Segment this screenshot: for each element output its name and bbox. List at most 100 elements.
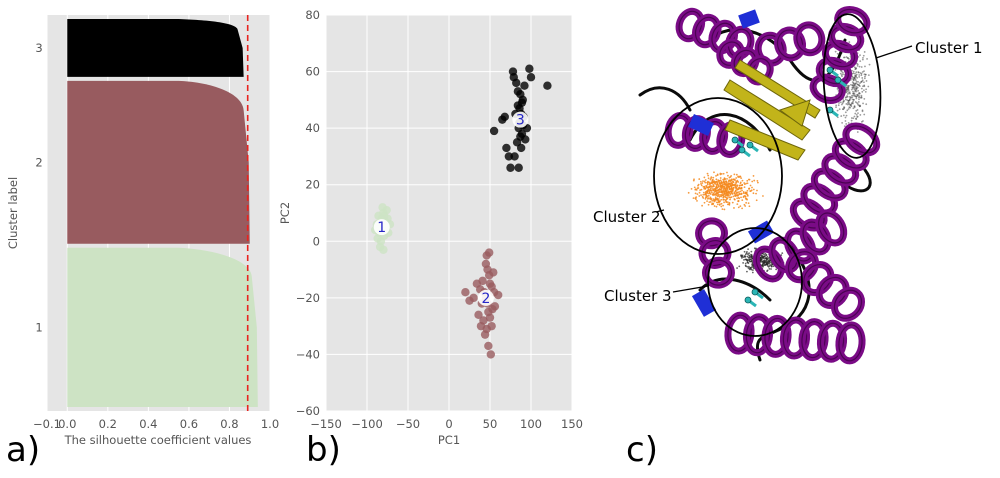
cluster-cloud-dot	[698, 195, 701, 197]
cluster-cloud-dot	[719, 200, 721, 202]
scatter-point	[474, 310, 483, 320]
cluster-cloud-dot	[725, 185, 728, 187]
cluster-cloud-dot	[744, 253, 747, 256]
cluster-cloud-dot	[733, 191, 736, 194]
cluster-cloud-dot	[750, 250, 753, 253]
cluster-cloud-dot	[738, 193, 741, 196]
cluster-cloud-dot	[704, 193, 707, 195]
cluster-cloud-dot	[766, 269, 769, 272]
cluster-cloud-dot	[750, 266, 753, 269]
cluster-cloud-dot	[707, 180, 709, 183]
cluster-cloud-dot	[755, 199, 758, 202]
cluster-cloud-dot	[726, 194, 729, 197]
plot-b-gridlines	[325, 14, 573, 412]
cluster-cloud-dot	[749, 184, 752, 187]
cluster-cloud-dot	[849, 104, 852, 106]
cluster-cloud-dot	[742, 196, 745, 199]
cluster-cloud-dot	[743, 255, 746, 258]
cluster-cloud-dot	[719, 185, 722, 188]
cluster-cloud-dot	[720, 187, 723, 190]
x-tick-label: 0.4	[139, 417, 157, 431]
cluster-cloud-dot	[859, 60, 862, 63]
cluster-cloud-dot	[687, 191, 690, 194]
cluster-cloud-dot	[746, 255, 749, 258]
cluster-cloud-dot	[843, 56, 846, 59]
cluster-cloud-dot	[763, 255, 766, 258]
cluster-cloud-dot	[718, 196, 721, 198]
cluster-cloud-dot	[746, 259, 749, 262]
cluster-cloud-dot	[695, 196, 698, 199]
cluster-cloud-dot	[714, 198, 717, 201]
cluster-cloud-dot	[715, 174, 717, 177]
cluster-cloud-dot	[855, 85, 858, 88]
cluster-cloud-dot	[865, 103, 868, 106]
cluster-cloud-dot	[746, 179, 749, 182]
cluster-cloud-dot	[713, 171, 715, 174]
cluster-cloud-dot	[856, 109, 859, 111]
cluster-cloud-dot	[740, 187, 743, 189]
cluster-cloud-dot	[701, 204, 704, 207]
cluster-cloud-dot	[720, 202, 723, 205]
cluster-cloud-dot	[700, 188, 703, 191]
cluster-cloud-dot	[749, 190, 752, 192]
cluster-cloud-dot	[781, 252, 784, 255]
cluster-cloud-dot	[720, 194, 723, 197]
cluster-cloud-dot	[716, 203, 719, 206]
cluster-cloud-dot	[844, 98, 847, 101]
silhouette-cluster-3	[67, 19, 244, 77]
cluster-cloud-dot	[846, 95, 849, 98]
y-tick-label: 0	[313, 234, 320, 248]
cluster3-outline	[707, 227, 803, 337]
cluster-cloud-dot	[763, 257, 766, 260]
silhouette-cluster-1	[67, 247, 258, 407]
cluster-cloud-dot	[748, 187, 751, 190]
cluster-cloud-dot	[703, 180, 706, 183]
cluster-cloud-dot	[851, 96, 854, 99]
cluster-cloud-dot	[846, 93, 849, 95]
cluster-cloud-dot	[731, 201, 734, 204]
helix-turn-edge	[745, 316, 771, 354]
cluster-cloud-dot	[697, 184, 699, 187]
cluster-cloud-dot	[729, 176, 732, 178]
cluster-cloud-dot	[858, 76, 861, 78]
cluster-cloud-dot	[770, 268, 772, 270]
cluster-cloud-dot	[860, 72, 863, 75]
alpha-helix	[724, 311, 866, 365]
cluster-cloud-dot	[709, 189, 712, 191]
cluster-cloud-dot	[860, 66, 863, 68]
cluster-cloud-dot	[729, 180, 732, 183]
cluster-cloud-dot	[855, 109, 858, 112]
cluster-cloud-dot	[772, 265, 775, 268]
cluster-cloud-dot	[736, 185, 739, 187]
cluster-cloud-dot	[703, 176, 706, 179]
cluster-cloud-dot	[710, 185, 712, 187]
helix-turn-edge	[813, 170, 846, 199]
cluster-cloud-dot	[748, 260, 751, 263]
cluster-cloud-dot	[735, 192, 738, 195]
cluster-cloud-dot	[863, 85, 866, 88]
cluster-cloud-dot	[709, 187, 712, 190]
cluster-cloud-dot	[717, 189, 719, 192]
cluster2-label: Cluster 2	[593, 208, 661, 226]
cluster-cloud-dot	[743, 182, 746, 184]
cluster-center-label: 1	[377, 220, 386, 236]
cluster-cloud-dot	[864, 75, 866, 78]
cluster-cloud-dot	[863, 89, 865, 92]
cluster-cloud-dot	[694, 188, 697, 191]
panel-b-label: b)	[306, 430, 341, 470]
alpha-helix	[754, 21, 826, 67]
cluster-cloud-dot	[715, 178, 718, 181]
cluster-cloud-dot	[845, 56, 848, 58]
alpha-helix	[752, 209, 848, 283]
cluster-cloud-dot	[753, 179, 756, 182]
cluster-cloud-dot	[775, 268, 778, 271]
helix-turn-edge	[771, 239, 798, 271]
cluster-cloud-dot	[761, 254, 764, 257]
cluster-cloud-dot	[741, 199, 744, 202]
x-tick-label: 150	[561, 417, 583, 431]
cluster-cloud-dot	[851, 94, 853, 97]
cluster-cloud-dot	[850, 119, 853, 122]
cluster-cloud-dot	[856, 131, 859, 133]
scatter-point	[486, 350, 496, 359]
cluster-cloud-dot	[706, 198, 709, 200]
